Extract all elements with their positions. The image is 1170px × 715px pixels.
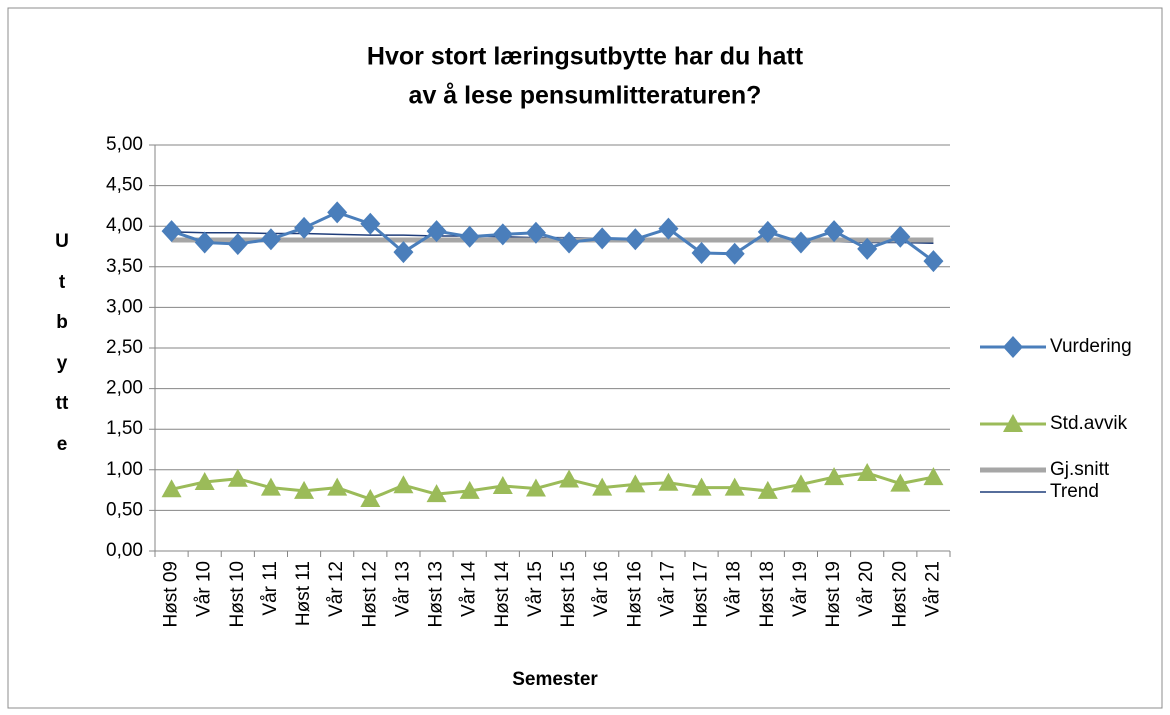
x-tick-label: Høst 18 (757, 561, 778, 628)
x-tick-label: Høst 16 (624, 561, 645, 628)
data-point (194, 231, 215, 254)
y-tick-label: 0,00 (106, 540, 143, 561)
x-tick-label: Vår 15 (525, 561, 546, 617)
y-tick-label: 4,00 (106, 215, 143, 236)
data-point (724, 242, 745, 265)
legend-label: Vurdering (1050, 336, 1132, 357)
data-point (625, 474, 646, 493)
x-tick-label: Vår 21 (922, 561, 943, 617)
x-tick-label: Vår 10 (194, 561, 215, 617)
data-point (194, 471, 215, 490)
data-point (525, 221, 546, 244)
x-tick-label: Høst 12 (359, 561, 380, 628)
data-point (923, 250, 944, 273)
data-point (559, 469, 580, 488)
x-tick-label: Vår 11 (260, 561, 281, 616)
x-tick-label: Høst 10 (227, 561, 248, 628)
data-point (360, 489, 381, 508)
data-point (691, 241, 712, 264)
data-point (492, 476, 513, 495)
data-point (459, 480, 480, 499)
data-point (824, 467, 845, 486)
x-tick-label: Høst 20 (889, 561, 910, 628)
y-tick-label: 1,00 (106, 459, 143, 480)
data-point (294, 216, 315, 239)
data-point (592, 227, 613, 250)
data-point (857, 237, 878, 260)
data-point (227, 468, 248, 487)
data-point (757, 220, 778, 243)
data-point (294, 480, 315, 499)
y-tick-label: 2,00 (106, 378, 143, 399)
y-tick-label: 0,50 (106, 499, 143, 520)
x-tick-label: Vår 17 (657, 561, 678, 617)
data-point (824, 220, 845, 243)
data-point (890, 225, 911, 248)
data-point (426, 220, 447, 243)
x-tick-label: Høst 13 (426, 561, 447, 628)
chart-title: Hvor stort læringsutbytte har du hatt (367, 43, 804, 71)
y-tick-label: 1,50 (106, 418, 143, 439)
x-tick-label: Høst 14 (492, 561, 513, 628)
legend-marker (1003, 414, 1023, 432)
data-point (260, 228, 281, 251)
data-point (393, 241, 414, 264)
chart-title: av å lese pensumlitteraturen? (409, 82, 762, 110)
data-point (691, 477, 712, 496)
data-point (625, 228, 646, 251)
data-point (426, 484, 447, 503)
x-tick-label: Høst 15 (558, 561, 579, 628)
data-point (592, 477, 613, 496)
data-point (161, 479, 182, 498)
data-point (724, 477, 745, 496)
data-point (227, 233, 248, 256)
data-point (890, 473, 911, 492)
data-point (393, 475, 414, 494)
data-point (658, 472, 679, 491)
chart-border (7, 7, 1163, 709)
legend-marker (1003, 336, 1023, 358)
legend-label: Std.avvik (1050, 413, 1128, 434)
x-tick-label: Vår 18 (724, 561, 745, 617)
data-point (360, 212, 381, 235)
data-point (857, 463, 878, 482)
x-tick-label: Høst 17 (691, 561, 712, 628)
y-tick-label: 4,50 (106, 175, 143, 196)
data-point (658, 217, 679, 240)
y-tick-label: 5,00 (106, 134, 143, 155)
y-tick-label: 3,50 (106, 256, 143, 277)
y-tick-label: 3,00 (106, 296, 143, 317)
y-tick-label: 2,50 (106, 337, 143, 358)
data-point (327, 201, 348, 224)
x-tick-label: Vår 14 (459, 561, 480, 617)
y-axis-title: Utbytte (55, 231, 69, 455)
x-tick-label: Høst 09 (161, 561, 182, 628)
x-tick-label: Vår 16 (591, 561, 612, 617)
x-tick-label: Vår 19 (790, 561, 811, 617)
data-point (459, 225, 480, 248)
data-point (161, 220, 182, 243)
x-tick-label: Vår 12 (326, 561, 347, 617)
data-point (790, 231, 811, 254)
x-tick-label: Høst 11 (293, 561, 314, 626)
x-tick-label: Vår 20 (856, 561, 877, 617)
data-point (492, 223, 513, 246)
data-point (260, 477, 281, 496)
x-tick-label: Høst 19 (823, 561, 844, 628)
x-axis-title: Semester (512, 669, 598, 690)
data-point (923, 467, 944, 486)
x-tick-label: Vår 13 (392, 561, 413, 617)
legend-label: Trend (1050, 481, 1099, 502)
data-point (327, 477, 348, 496)
data-point (525, 478, 546, 497)
series-line (171, 471, 934, 501)
data-point (757, 480, 778, 499)
data-point (790, 474, 811, 493)
legend-label: Gj.snitt (1050, 459, 1110, 480)
data-point (559, 231, 580, 254)
